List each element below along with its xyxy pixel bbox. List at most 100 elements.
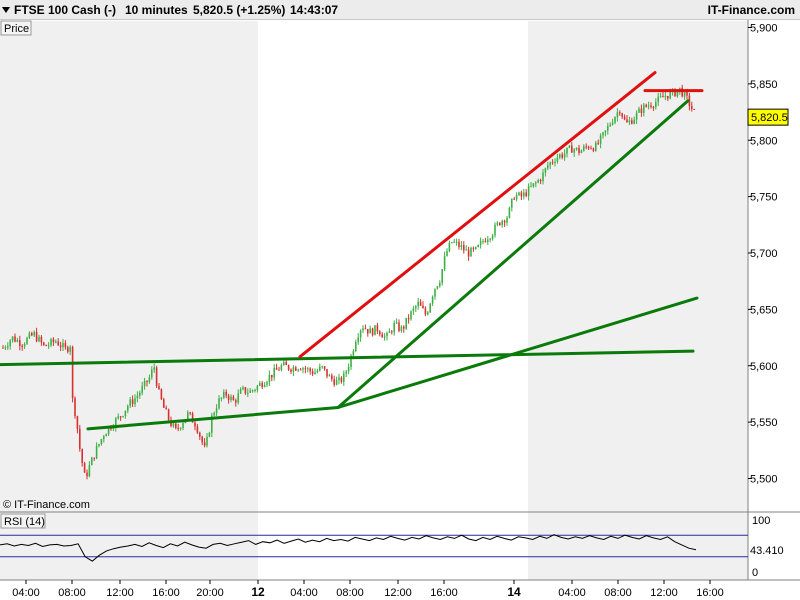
price-candle: [455, 238, 458, 246]
candle-body: [119, 416, 122, 418]
price-candle: [153, 363, 155, 373]
price-candle: [74, 396, 76, 419]
price-candle: [398, 319, 400, 333]
candle-body: [566, 147, 568, 154]
price-candle: [607, 122, 609, 135]
price-candle: [311, 368, 314, 377]
price-candle: [206, 433, 208, 448]
candle-body: [155, 367, 158, 386]
price-candle: [431, 295, 434, 306]
price-candle: [244, 386, 247, 395]
candle-body: [83, 462, 86, 473]
candle-body: [489, 238, 491, 240]
candle-body: [196, 426, 199, 433]
candle-body: [225, 391, 227, 396]
price-candle: [523, 188, 525, 200]
candle-body: [199, 432, 201, 437]
price-candle: [547, 161, 549, 171]
price-candle: [439, 280, 441, 288]
candle-body: [62, 343, 64, 348]
price-candle: [340, 376, 343, 384]
candle-body: [395, 322, 398, 324]
price-candle: [23, 342, 26, 349]
candle-body: [187, 412, 189, 420]
y-tick-label: 5,750: [750, 192, 778, 204]
candle-body: [314, 372, 316, 375]
price-candle: [494, 222, 496, 238]
candle-body: [323, 366, 326, 369]
candle-body: [503, 220, 506, 223]
price-candle: [453, 238, 455, 244]
price-candle: [235, 398, 237, 407]
price-candle: [436, 285, 439, 290]
candle-body: [59, 345, 62, 348]
price-candle: [55, 339, 57, 344]
candle-body: [146, 380, 148, 383]
menu-triangle-icon[interactable]: [2, 6, 10, 14]
price-change: 5,820.5 (+1.25%): [193, 3, 286, 17]
candle-body: [549, 162, 551, 166]
candle-body: [506, 217, 508, 223]
candle-body: [676, 90, 679, 97]
candle-body: [412, 308, 415, 312]
x-tick-label: 12:00: [106, 587, 134, 599]
price-candle: [299, 367, 302, 371]
candle-body: [597, 142, 599, 144]
candle-body: [403, 326, 405, 329]
price-candle: [655, 98, 657, 110]
candle-body: [191, 413, 194, 423]
price-candle: [491, 233, 494, 241]
price-candle: [208, 431, 211, 438]
candle-body: [561, 154, 563, 158]
x-tick-label: 20:00: [196, 587, 224, 599]
candle-body: [669, 91, 671, 99]
candle-body: [491, 235, 494, 239]
candle-body: [107, 427, 110, 435]
candle-body: [237, 393, 239, 403]
price-candle: [511, 198, 513, 212]
candle-body: [451, 242, 453, 244]
candle-body: [26, 337, 28, 345]
candle-body: [424, 308, 427, 315]
price-panel-label: Price: [4, 23, 29, 35]
candle-body: [129, 399, 131, 407]
price-candle: [590, 145, 592, 150]
candle-body: [619, 112, 621, 114]
price-candle: [376, 322, 379, 335]
candle-body: [664, 95, 667, 98]
x-tick-label: 12:00: [384, 587, 412, 599]
price-candle: [405, 317, 407, 331]
price-candle: [103, 434, 105, 443]
price-candle: [631, 117, 633, 125]
candle-body: [343, 373, 345, 382]
price-candle: [451, 241, 453, 244]
rsi-scale-0: 0: [752, 567, 758, 579]
price-candle: [268, 370, 271, 387]
candle-body: [115, 418, 117, 428]
candle-body: [302, 368, 304, 370]
price-candle: [635, 110, 638, 124]
candle-body: [508, 207, 511, 218]
price-candle: [503, 219, 506, 227]
candle-body: [2, 347, 4, 349]
candle-body: [422, 305, 424, 309]
candle-body: [587, 146, 590, 149]
price-candle: [182, 421, 184, 431]
candle-body: [446, 251, 448, 256]
price-candle: [539, 178, 542, 185]
candle-body: [179, 427, 182, 429]
price-candle: [155, 365, 158, 389]
candle-body: [297, 369, 299, 371]
price-candle: [571, 142, 573, 153]
price-candle: [165, 405, 167, 410]
candle-body: [499, 222, 501, 226]
candle-body: [427, 312, 429, 315]
candle-body: [359, 330, 362, 338]
candle-body: [513, 198, 515, 200]
price-candle: [263, 382, 266, 388]
price-candle: [499, 222, 501, 226]
candle-body: [136, 395, 139, 399]
candle-body: [182, 423, 184, 428]
price-candle: [146, 380, 148, 387]
candle-body: [33, 331, 35, 336]
